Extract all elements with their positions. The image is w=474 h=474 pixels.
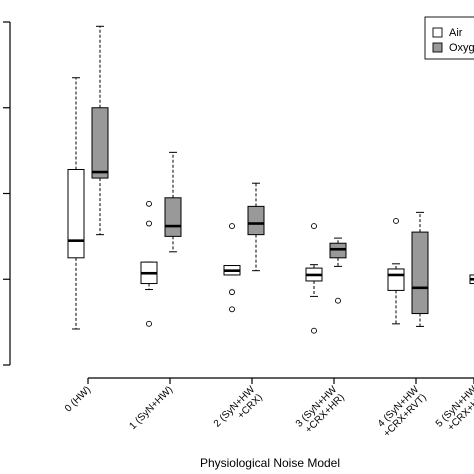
box-iqr: [164, 197, 182, 237]
outlier-point: [229, 289, 235, 296]
legend-swatch-oxygen: [432, 42, 443, 53]
x-axis-ticks: [87, 378, 474, 384]
x-tick-label: 3 (SyN+HW+CRX+HR): [294, 384, 347, 437]
outlier-point: [229, 306, 235, 313]
x-tick-label: 0 (HW): [63, 384, 93, 414]
x-tick-label: 4 (SyN+HW+CRX+RVT): [374, 384, 430, 440]
x-tick-label: 5 (SyN+HW+CRX+HR: [434, 384, 474, 437]
x-tick-label: 1 (SyN+HW): [127, 384, 175, 432]
box-iqr: [247, 205, 265, 236]
box-groups: [67, 25, 474, 334]
outlier-point: [146, 220, 152, 227]
outlier-point: [146, 200, 152, 207]
box-air-5: [469, 274, 474, 285]
box-oxygen-0: [91, 25, 109, 236]
box-air-4: [387, 217, 405, 325]
box-iqr: [387, 268, 405, 291]
outlier-point: [311, 223, 317, 230]
x-tick-label-line: 1 (SyN+HW): [127, 384, 175, 432]
outlier-point: [393, 217, 399, 224]
box-air-1: [140, 200, 158, 327]
box-oxygen-2: [247, 182, 265, 272]
box-iqr: [67, 168, 85, 259]
x-tick-label-line: 0 (HW): [63, 384, 93, 414]
box-oxygen-4: [411, 211, 429, 327]
box-oxygen-1: [164, 151, 182, 253]
box-air-2: [223, 223, 241, 313]
box-air-0: [67, 77, 85, 330]
outlier-point: [335, 297, 341, 304]
legend: Air Oxygen: [424, 16, 474, 60]
box-iqr: [91, 107, 109, 179]
y-axis-ticks: [3, 21, 10, 366]
x-tick-label: 2 (SyN+HW+CRX): [212, 384, 265, 437]
x-tick-labels: 0 (HW) 1 (SyN+HW) 2 (SyN+HW+CRX) 3 (SyN+HW+…: [63, 384, 474, 440]
outlier-point: [311, 327, 317, 334]
box-oxygen-3: [329, 237, 347, 304]
box-iqr: [411, 231, 429, 315]
legend-label-oxygen: Oxygen: [449, 42, 474, 54]
x-axis-title: Physiological Noise Model: [200, 456, 340, 470]
outlier-point: [229, 223, 235, 230]
legend-swatch-air: [432, 27, 443, 38]
box-air-3: [305, 223, 323, 334]
outlier-point: [146, 320, 152, 327]
legend-label-air: Air: [449, 27, 463, 39]
